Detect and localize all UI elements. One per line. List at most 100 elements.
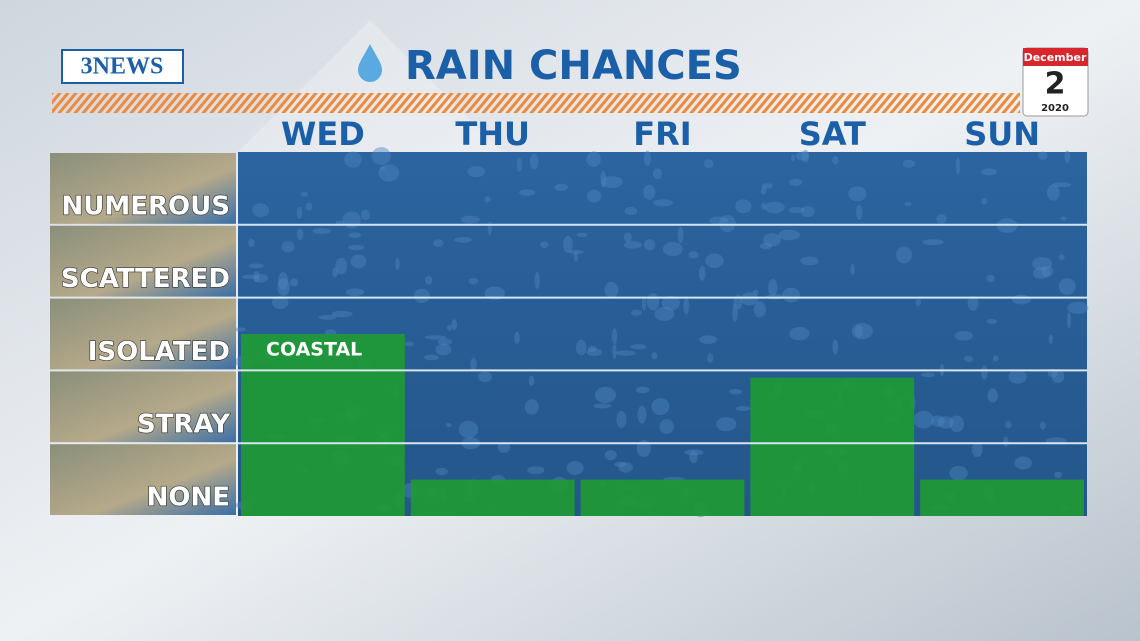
droplet: [586, 151, 601, 167]
droplet: [832, 339, 839, 355]
droplet: [1004, 420, 1012, 429]
droplet: [331, 310, 353, 318]
droplet: [987, 388, 998, 403]
droplet: [1048, 334, 1054, 344]
droplet: [1008, 369, 1027, 384]
droplet: [1052, 182, 1072, 188]
droplet: [1033, 267, 1050, 279]
droplet: [630, 344, 647, 350]
droplet: [312, 228, 331, 234]
droplet: [705, 253, 724, 269]
droplet: [800, 206, 815, 217]
droplet: [335, 257, 348, 275]
droplet: [778, 229, 801, 241]
droplet: [689, 450, 698, 464]
droplet: [782, 287, 800, 303]
droplet: [624, 206, 638, 216]
droplet: [637, 405, 647, 424]
droplet: [980, 168, 997, 176]
day-label: SAT: [799, 115, 866, 153]
logo-box: [61, 49, 184, 84]
droplet: [623, 232, 632, 243]
droplet: [915, 299, 921, 307]
droplet: [586, 189, 602, 203]
droplet: [761, 202, 766, 210]
droplet: [277, 272, 289, 290]
droplet: [643, 184, 656, 200]
droplet: [332, 267, 339, 278]
droplet: [413, 288, 430, 304]
droplet: [1060, 216, 1067, 221]
droplet: [437, 338, 453, 346]
droplet: [801, 149, 810, 163]
droplet: [967, 295, 979, 311]
droplet: [470, 357, 477, 372]
droplet: [348, 232, 361, 238]
droplet: [451, 319, 458, 331]
droplet: [527, 466, 545, 474]
droplet: [601, 176, 623, 188]
droplet: [248, 263, 264, 269]
droplet: [922, 239, 944, 246]
droplet: [936, 213, 947, 224]
droplet: [971, 442, 983, 458]
droplet: [1014, 456, 1032, 470]
droplet: [484, 196, 491, 203]
droplet: [661, 295, 681, 311]
droplet: [729, 388, 742, 395]
droplet: [698, 265, 706, 281]
droplet: [424, 354, 440, 361]
droplet: [305, 202, 313, 211]
droplet: [600, 170, 607, 188]
droplet: [318, 314, 337, 320]
stripe: [52, 93, 1020, 113]
droplet: [1040, 421, 1046, 430]
droplet: [904, 201, 912, 206]
droplet: [344, 151, 362, 168]
droplet: [514, 331, 520, 344]
droplet: [424, 335, 447, 340]
droplet: [253, 273, 269, 283]
droplet: [921, 372, 936, 378]
y-tick-label: ISOLATED: [88, 337, 230, 367]
droplet: [699, 335, 718, 345]
droplet: [296, 206, 303, 219]
droplet: [896, 246, 913, 264]
droplet: [616, 410, 627, 429]
droplet: [1032, 257, 1053, 271]
droplet: [379, 166, 386, 171]
droplet: [652, 199, 674, 207]
droplet: [651, 398, 670, 415]
day-label: WED: [281, 115, 365, 153]
droplet: [516, 157, 522, 173]
droplet: [435, 467, 448, 476]
droplet: [1054, 471, 1063, 479]
droplet: [1012, 294, 1031, 305]
droplet: [707, 353, 714, 363]
droplet: [636, 386, 650, 394]
droplet: [540, 241, 549, 248]
logo: 3NEWS: [81, 54, 164, 80]
droplet: [683, 297, 690, 315]
droplet: [378, 164, 400, 182]
droplet: [277, 278, 290, 297]
droplet: [986, 318, 997, 325]
droplet: [949, 415, 964, 433]
bar: [410, 479, 575, 516]
droplet: [371, 147, 391, 166]
droplet: [981, 365, 988, 380]
droplet: [931, 415, 945, 427]
droplet: [732, 303, 738, 322]
droplet: [760, 186, 767, 195]
droplet: [593, 403, 612, 409]
droplet: [644, 239, 656, 251]
droplet: [955, 157, 961, 175]
droplet: [992, 355, 999, 362]
droplet: [789, 326, 810, 341]
droplet: [761, 183, 773, 189]
droplet: [800, 256, 819, 266]
droplet: [949, 465, 968, 481]
droplet: [524, 399, 539, 415]
droplet: [528, 375, 535, 386]
droplet: [586, 348, 603, 356]
